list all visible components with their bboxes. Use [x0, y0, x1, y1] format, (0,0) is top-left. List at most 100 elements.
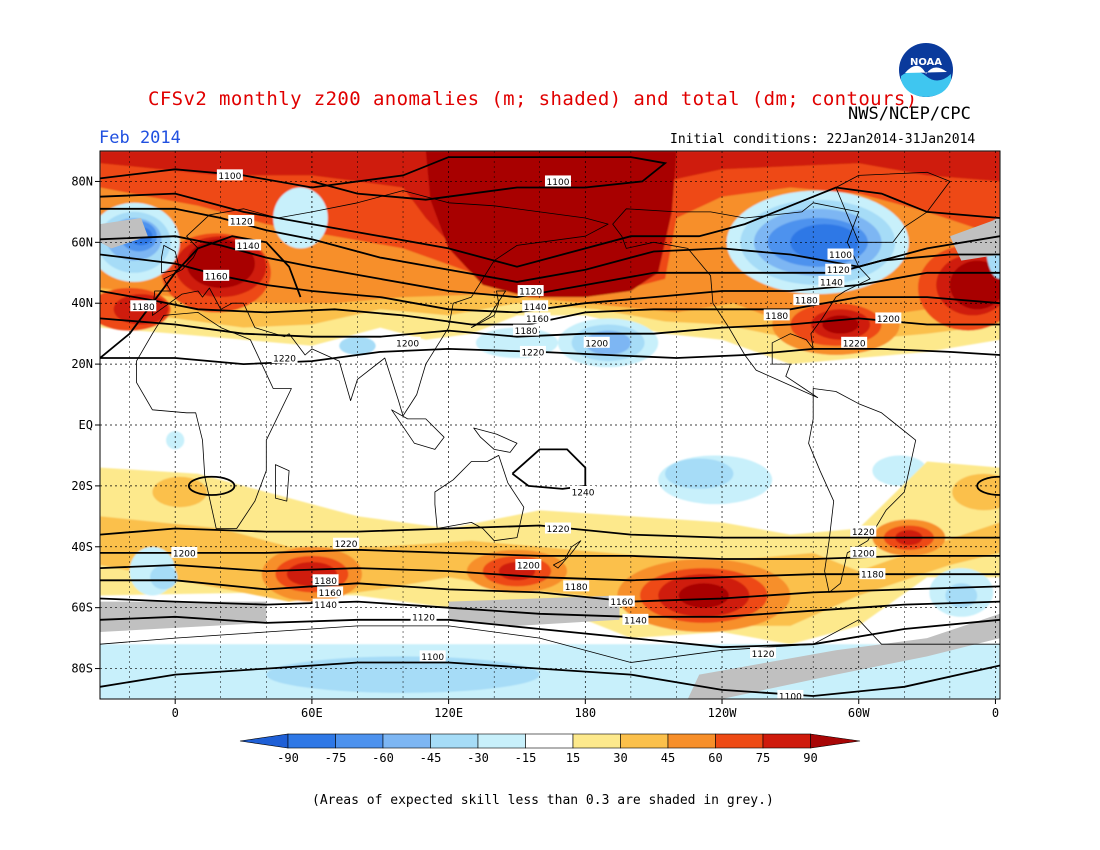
contour-1100-nh	[100, 156, 668, 201]
x-tick-label: 120E	[434, 706, 463, 720]
contour-1240-atlantic	[976, 475, 1000, 496]
contour-label: 1240	[572, 488, 595, 498]
x-tick-label: 0	[992, 706, 999, 720]
tpac-neg30	[665, 458, 734, 489]
contour-label: 1120	[230, 218, 253, 228]
y-tick-label: 40N	[71, 296, 93, 310]
contour-1180-europe	[100, 235, 302, 359]
contour-label-box	[235, 239, 262, 251]
contour-labels: 1100 1100 1120 1140 1160 1180 1200 1220 1120 1140…	[130, 169, 902, 702]
contour-1200-nh	[100, 317, 1000, 338]
y-tick-label: 60N	[71, 235, 93, 249]
colorbar-bin	[762, 733, 811, 749]
contour-label-box	[850, 525, 877, 537]
coast-australia	[434, 455, 525, 542]
contour-label-box	[563, 580, 590, 592]
logo-lettering: NOAA	[910, 57, 942, 68]
colorbar-bin	[620, 733, 669, 749]
coast-newzealand	[553, 540, 582, 569]
contour-1100-arc	[100, 186, 1000, 268]
contour-label: 1200	[396, 339, 419, 349]
colorbar-tick-label: -45	[420, 751, 442, 765]
antarctic-neg30	[266, 656, 540, 693]
contour-label-box	[317, 586, 344, 598]
x-tick-label: 180	[574, 706, 596, 720]
x-tick-label: 60W	[848, 706, 870, 720]
contour-label: 1140	[314, 601, 337, 611]
coast-madagascar	[275, 464, 290, 502]
contour-label-box	[875, 312, 902, 324]
contour-label: 1180	[765, 312, 788, 322]
contour-1180-sh	[100, 564, 1000, 582]
contour-label-box	[777, 689, 804, 699]
x-tick-label: 120W	[708, 706, 738, 720]
contour-label-box	[750, 647, 777, 659]
contour-label: 1180	[565, 583, 588, 593]
contour-label: 1220	[852, 528, 875, 538]
contour-label: 1220	[547, 525, 570, 535]
colorbar-tick-label: 90	[803, 751, 817, 765]
contour-label: 1180	[314, 577, 337, 587]
spac-pos90	[678, 583, 729, 608]
coast-new-guinea	[473, 427, 518, 453]
india-neg30	[339, 336, 376, 355]
contour-1160-nh	[100, 253, 1000, 314]
y-tick-label: 20N	[71, 357, 93, 371]
coast-indonesia	[391, 409, 445, 450]
satl-neg30	[150, 565, 178, 590]
colorbar-max-arrow	[810, 733, 861, 749]
y-tick-label: 80N	[71, 174, 93, 188]
contour-1240-pacific	[511, 448, 587, 490]
skill-grey-nh-west	[100, 218, 148, 249]
initial-conditions: Initial conditions: 22Jan2014-31Jan2014	[670, 132, 976, 147]
safr-pos30	[152, 476, 208, 508]
contour-label-box	[130, 300, 157, 312]
chart-title: CFSv2 monthly z200 anomalies (m; shaded)…	[148, 88, 918, 110]
contour-label: 1140	[624, 616, 647, 626]
colorbar-tick-label: -30	[467, 751, 489, 765]
contour-label-box	[818, 275, 845, 287]
contour-label: 1100	[829, 251, 852, 261]
coast-north-america	[612, 202, 871, 398]
colorbar-tick-label: -60	[372, 751, 394, 765]
contour-label: 1200	[852, 549, 875, 559]
contour-label-box	[410, 610, 437, 622]
contour-1220-sh	[100, 524, 1000, 539]
colorbar-tick-label: 60	[708, 751, 722, 765]
satl-neg30-right	[945, 583, 978, 608]
contour-label-box	[524, 312, 551, 324]
coast-eurasia	[152, 190, 609, 417]
contour-label-box	[544, 175, 571, 187]
contour-label: 1200	[585, 339, 608, 349]
contour-label-box	[608, 595, 635, 607]
contour-1180-nh	[100, 290, 1000, 326]
contour-1220-nh	[100, 347, 1000, 366]
contour-label: 1100	[218, 172, 241, 182]
contour-1140-nh	[100, 235, 1000, 299]
contour-label-box	[228, 215, 255, 227]
contour-label: 1220	[521, 348, 544, 358]
y-tick-label: 80S	[71, 662, 93, 676]
skill-grey-south-pac	[448, 595, 620, 626]
x-tick-label: 60E	[301, 706, 323, 720]
skill-grey-antarctic	[687, 613, 1000, 699]
noaa-logo-icon: NOAA	[897, 41, 955, 99]
contour-1200-sh	[100, 548, 1000, 560]
contour-label: 1200	[877, 315, 900, 325]
contour-label-box	[793, 294, 820, 306]
contour-label-box	[763, 309, 790, 321]
contour-label-box	[570, 485, 597, 497]
contour-label-box	[850, 546, 877, 558]
y-tick-label: EQ	[79, 418, 93, 432]
contour-label-box	[859, 568, 886, 580]
scand-neg15	[273, 187, 328, 249]
contour-label: 1180	[861, 571, 884, 581]
contour-label: 1100	[421, 653, 444, 663]
contour-label-box	[825, 263, 852, 275]
contour-label-box	[271, 352, 298, 364]
contour-label-box	[513, 324, 540, 336]
contour-label: 1160	[610, 598, 633, 608]
contour-label: 1100	[779, 692, 802, 702]
colorbar-tick-label: 75	[756, 751, 770, 765]
